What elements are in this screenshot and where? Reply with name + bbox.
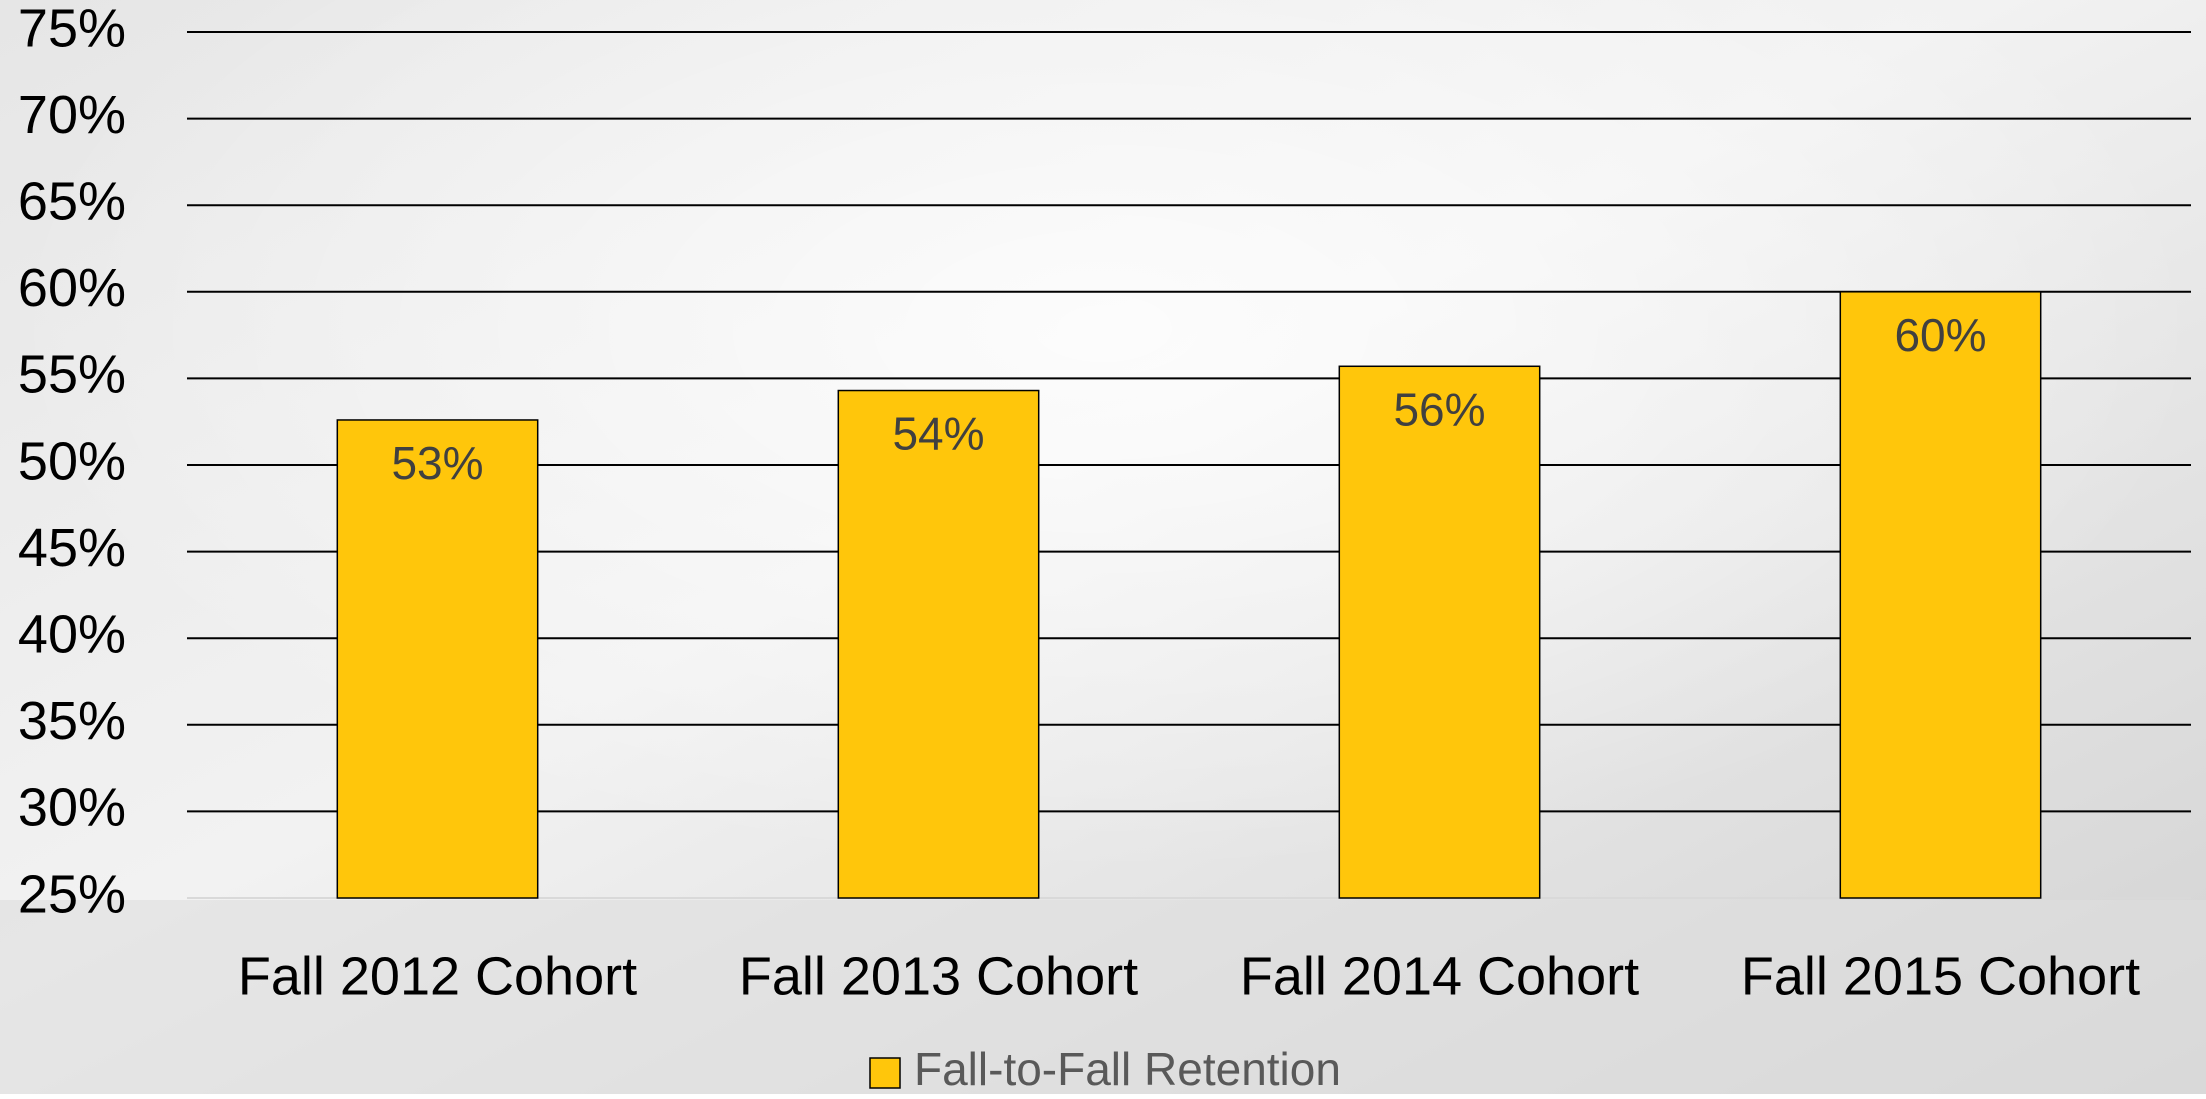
- bar: [838, 391, 1038, 898]
- y-tick-label: 65%: [18, 171, 126, 231]
- chart: 25% 30% 35% 40% 45% 50% 55% 60% 65% 70% 75% Fall 20…: [0, 0, 2206, 1094]
- y-tick-label: 70%: [18, 85, 126, 145]
- y-tick-label: 35%: [18, 691, 126, 751]
- legend-label: Fall-to-Fall Retention: [914, 1043, 1341, 1094]
- data-label: 54%: [892, 408, 984, 460]
- y-tick-label: 40%: [18, 604, 126, 664]
- y-tick-label: 50%: [18, 431, 126, 491]
- y-tick-label: 75%: [18, 0, 126, 58]
- y-tick-label: 60%: [18, 258, 126, 318]
- x-tick-label: Fall 2015 Cohort: [1741, 946, 2140, 1006]
- data-label: 56%: [1393, 383, 1485, 435]
- y-tick-label: 45%: [18, 518, 126, 578]
- y-tick-label: 30%: [18, 778, 126, 838]
- bar: [1339, 366, 1539, 898]
- x-tick-label: Fall 2012 Cohort: [238, 946, 637, 1006]
- bar: [337, 420, 537, 898]
- y-tick-label: 55%: [18, 345, 126, 405]
- legend-swatch: [870, 1058, 900, 1088]
- bar: [1840, 292, 2040, 898]
- x-tick-label: Fall 2013 Cohort: [739, 946, 1138, 1006]
- x-tick-label: Fall 2014 Cohort: [1240, 946, 1639, 1006]
- data-label: 60%: [1894, 309, 1986, 361]
- data-label: 53%: [391, 437, 483, 489]
- y-tick-label: 25%: [18, 864, 126, 924]
